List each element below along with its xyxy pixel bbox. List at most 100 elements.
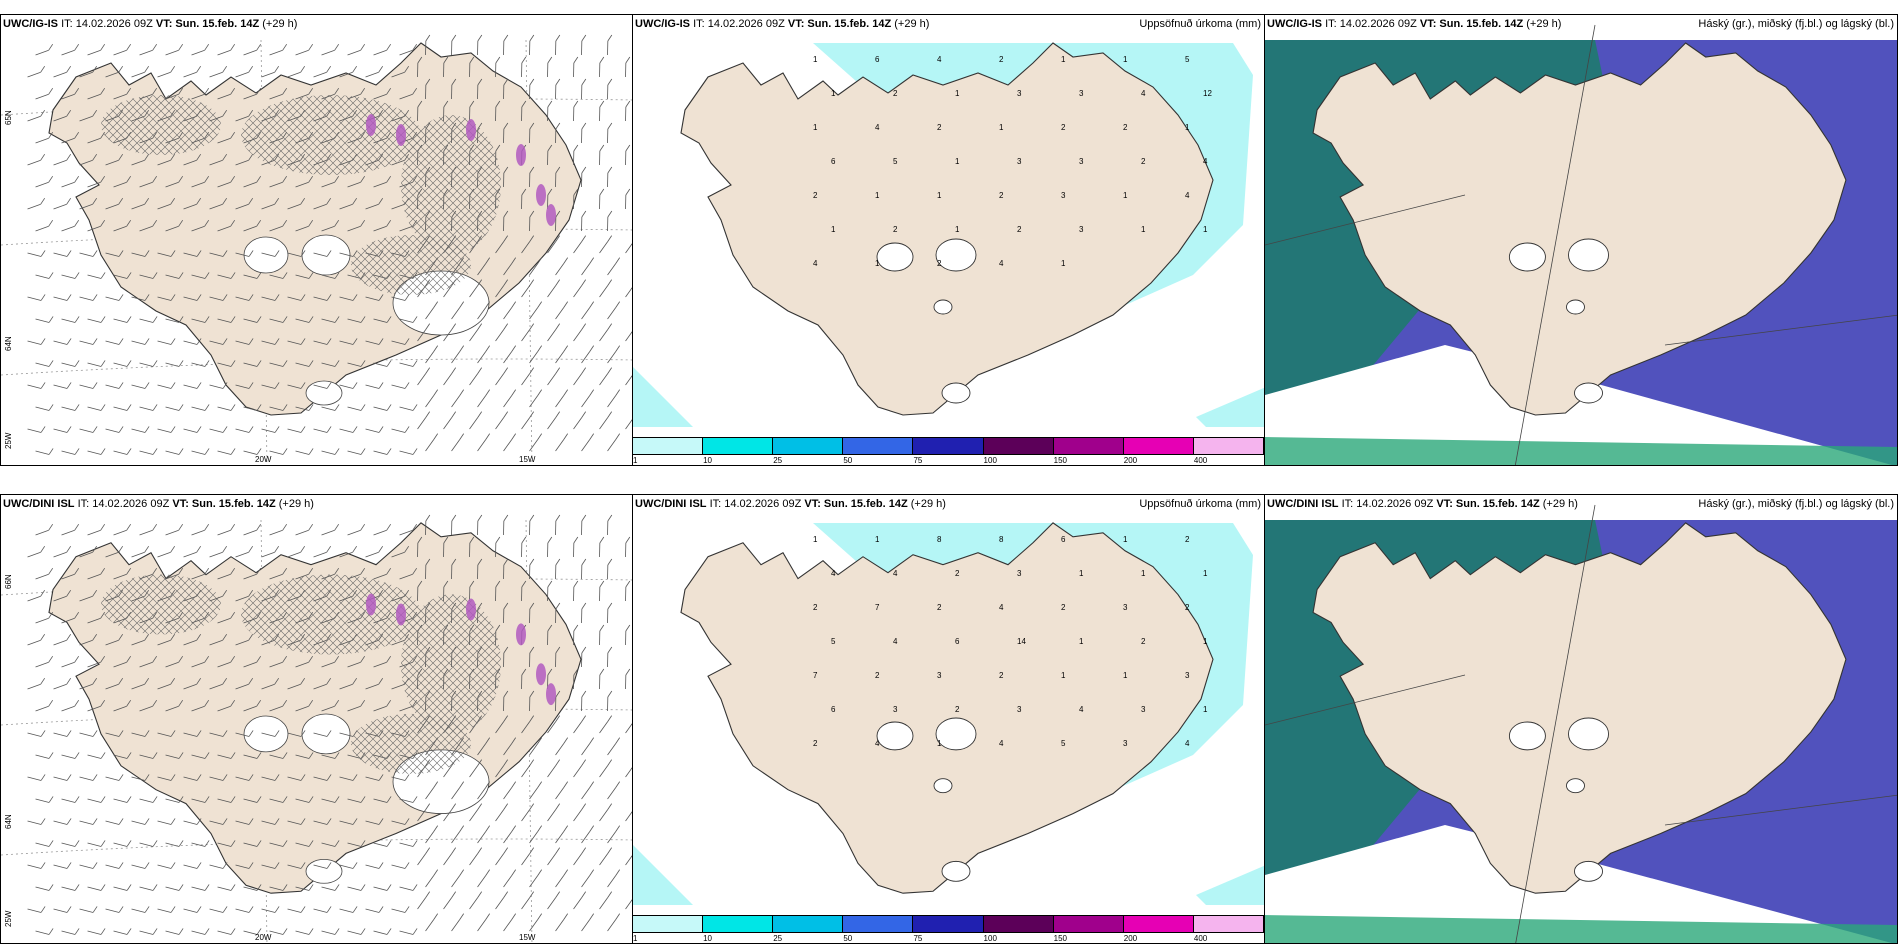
wind-barb <box>521 891 535 910</box>
wind-barb-shaft <box>607 787 617 800</box>
wind-barb-flag <box>589 389 595 396</box>
wind-barb-flag <box>589 913 595 920</box>
wind-barb-shaft <box>607 351 617 364</box>
wind-barb-flag <box>126 796 132 803</box>
wind-barb-shaft <box>573 241 583 254</box>
wind-barb <box>27 862 46 869</box>
wind-barb <box>503 646 509 668</box>
glacier-outline <box>876 242 914 272</box>
colorbar-tick: 50 <box>843 934 853 943</box>
wind-barb <box>599 891 613 910</box>
wind-barb <box>217 567 236 580</box>
wind-barb-shaft <box>113 798 128 803</box>
wind-barb <box>365 197 384 210</box>
wind-barb-shaft <box>373 842 388 847</box>
wind-barb-flag <box>282 884 288 891</box>
wind-barb-flag <box>204 360 210 367</box>
wind-barb-shaft <box>373 529 387 536</box>
wind-barb-flag <box>40 294 46 301</box>
wind-barb-shaft <box>269 754 284 759</box>
wind-barb-flag <box>469 536 475 544</box>
wind-barb-shaft <box>53 71 67 78</box>
wind-barb-flag <box>308 404 314 411</box>
precip-value: 5 <box>893 157 898 166</box>
wind-barb-flag <box>334 884 340 891</box>
iceland-land <box>680 522 1214 894</box>
wind-barb-shaft <box>521 285 531 298</box>
wind-barb-flag <box>581 323 587 330</box>
wind-barb <box>165 448 184 455</box>
wind-barb <box>321 43 340 56</box>
wind-barb-flag <box>412 928 418 935</box>
heavy-precip-spot <box>546 683 556 706</box>
wind-barb <box>191 360 210 367</box>
wind-barb-flag <box>222 862 228 869</box>
wind-barb-flag <box>100 928 106 935</box>
wind-barb-shaft <box>521 721 531 734</box>
wind-barb-shaft <box>443 809 453 822</box>
wind-barb-shaft <box>555 743 565 756</box>
wind-barb-flag <box>274 250 280 257</box>
precip-value: 3 <box>1123 603 1128 612</box>
wind-barb-flag <box>178 523 184 531</box>
wind-barb <box>495 803 509 822</box>
wind-barb-flag <box>282 360 288 367</box>
wind-barb <box>365 382 384 389</box>
wind-barb-flag <box>469 56 475 64</box>
wind-barb <box>105 774 124 781</box>
wind-barb-flag <box>256 523 262 531</box>
wind-barb-flag <box>282 404 288 411</box>
wind-barb <box>547 100 553 122</box>
wind-barb-shaft <box>243 362 258 367</box>
wind-barb-flag <box>126 928 132 935</box>
wind-barb <box>131 338 150 345</box>
wind-barb <box>581 869 595 888</box>
wind-barb <box>521 56 527 78</box>
wind-barb-shaft <box>113 886 128 891</box>
wind-barb-flag <box>352 545 358 553</box>
border-line <box>1265 674 1466 726</box>
wind-barb <box>235 109 254 122</box>
wind-barb-shaft <box>209 428 224 433</box>
wind-barb <box>217 884 236 891</box>
colorbar-tick: 25 <box>773 456 783 465</box>
wind-barb-shaft <box>217 274 232 279</box>
wind-barb-flag <box>92 153 98 161</box>
wind-barb <box>625 855 632 866</box>
wind-barb-flag <box>503 122 509 130</box>
wind-barb-flag <box>126 840 132 847</box>
wind-barb-flag <box>74 175 80 183</box>
wind-barb-flag <box>625 188 631 196</box>
wind-barb-flag <box>573 668 579 676</box>
wind-barb-shaft <box>321 754 336 759</box>
wind-barb <box>87 219 106 232</box>
wind-barb-flag <box>178 87 184 95</box>
wind-barb-shaft <box>399 450 414 455</box>
wind-barb-flag <box>378 862 384 869</box>
wind-barb-flag <box>230 884 236 891</box>
wind-barb-flag <box>451 78 457 86</box>
wind-barb-flag <box>555 34 561 42</box>
wind-barb-flag <box>607 166 613 174</box>
wind-barb-flag <box>511 433 517 440</box>
wind-barb <box>27 338 46 345</box>
wind-barb <box>191 404 210 411</box>
wind-barb <box>183 677 202 690</box>
precip-value: 8 <box>999 535 1004 544</box>
wind-barb-shaft <box>191 450 206 455</box>
wind-barb <box>295 272 314 279</box>
wind-barb <box>477 433 491 452</box>
wind-barb-flag <box>144 730 150 737</box>
wind-barb-flag <box>625 100 631 108</box>
wind-barb <box>521 279 535 298</box>
wind-barb-flag <box>152 219 158 227</box>
wind-barb-flag <box>248 774 254 781</box>
wind-barb-flag <box>100 87 106 95</box>
wind-barb-flag <box>196 338 202 345</box>
wind-barb-shaft <box>425 919 435 932</box>
wind-barb-flag <box>459 433 465 440</box>
wind-barb <box>261 426 280 433</box>
wind-barb-flag <box>170 382 176 389</box>
wind-barb <box>287 774 306 781</box>
wind-barb <box>261 906 280 913</box>
